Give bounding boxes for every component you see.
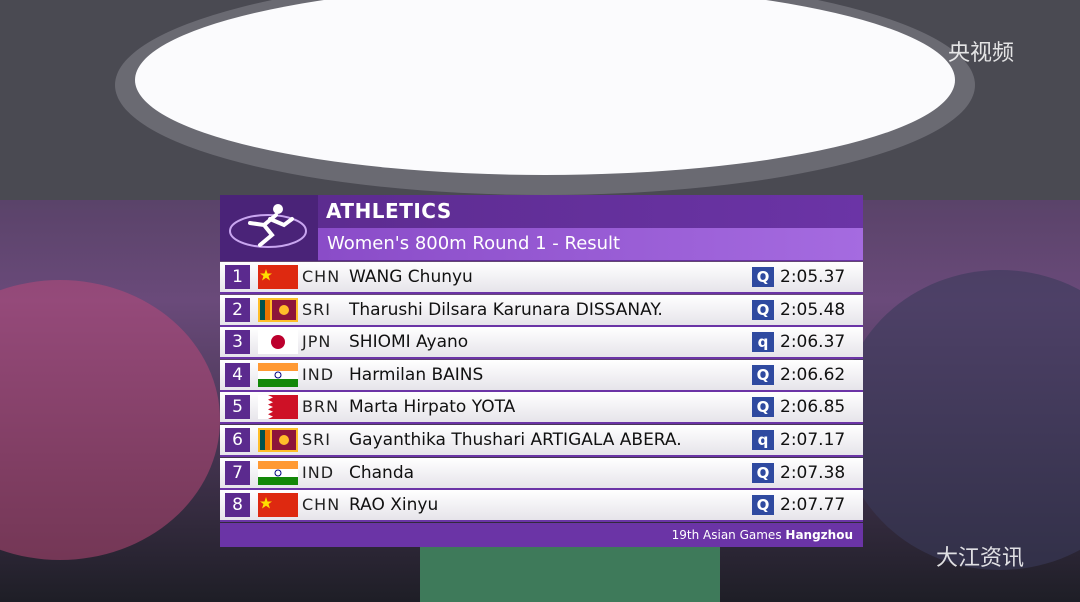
country-code: SRI [302, 430, 331, 449]
result-row: 1 CHN WANG Chunyu Q 2:05.37 [220, 262, 863, 294]
country-code: BRN [302, 397, 340, 417]
athlete-name: SHIOMI Ayano [349, 332, 469, 353]
result-row: 4 IND Harmilan BAINS Q 2:06.62 [220, 359, 863, 392]
result-time: 2:05.37 [780, 267, 846, 287]
flag-box [258, 428, 298, 456]
result-time: 2:07.77 [780, 495, 846, 516]
qualification: Q [752, 495, 774, 516]
flag-box [258, 362, 298, 391]
flag [258, 265, 298, 289]
rank: 6 [225, 428, 250, 452]
flag-box [258, 493, 298, 521]
flag [258, 460, 298, 485]
result-panel: ATHLETICS Women's 800m Round 1 - Result … [220, 195, 863, 547]
city-name: Hangzhou [785, 528, 853, 542]
qualification: Q [752, 462, 774, 483]
country-code: CHN [302, 495, 341, 515]
flag [258, 297, 298, 322]
country-code: JPN [302, 332, 332, 352]
flag [258, 330, 298, 355]
result-row: 6 SRI Gayanthika Thushari ARTIGALA ABERA. q… [220, 425, 863, 457]
flag-box [258, 297, 298, 326]
runner-icon [229, 204, 307, 248]
flag [258, 395, 298, 420]
flag [258, 362, 298, 387]
header: ATHLETICS Women's 800m Round 1 - Result [220, 195, 863, 261]
rank: 8 [225, 493, 250, 518]
rank: 7 [225, 460, 250, 485]
result-time: 2:06.37 [780, 332, 846, 353]
athlete-name: Chanda [349, 462, 415, 483]
games-name: 19th Asian Games [671, 528, 782, 542]
flag-box [258, 265, 298, 293]
qualification: Q [752, 267, 774, 287]
rank: 1 [225, 265, 250, 289]
qualification: q [752, 332, 774, 353]
flag-box [258, 460, 298, 489]
athlete-name: RAO Xinyu [349, 495, 439, 516]
qualification: Q [752, 364, 774, 385]
athlete-name: WANG Chunyu [349, 267, 473, 287]
flag [258, 428, 298, 452]
result-row: 8 CHN RAO Xinyu Q 2:07.77 [220, 490, 863, 523]
rank: 3 [225, 330, 250, 355]
flag-box [258, 395, 298, 423]
broadcaster-watermark: 央视频 [948, 41, 1015, 66]
result-time: 2:06.85 [780, 397, 846, 418]
athlete-name: Harmilan BAINS [349, 364, 484, 385]
rank: 2 [225, 297, 250, 322]
qualification: Q [752, 397, 774, 418]
result-row: 2 SRI Tharushi Dilsara Karunara DISSANAY. Q… [220, 294, 863, 327]
result-time: 2:07.38 [780, 462, 846, 483]
result-time: 2:06.62 [780, 364, 846, 385]
qualification: q [752, 430, 774, 450]
result-row: 3 JPN SHIOMI Ayano q 2:06.37 [220, 327, 863, 360]
country-code: IND [302, 462, 335, 482]
sport-title: ATHLETICS [326, 199, 452, 223]
athlete-name: Marta Hirpato YOTA [349, 397, 516, 418]
result-time: 2:05.48 [780, 299, 846, 320]
flag [258, 493, 298, 518]
athletics-logo [220, 195, 318, 261]
result-row: 5 BRN Marta Hirpato YOTA Q 2:06.85 [220, 392, 863, 425]
result-time: 2:07.17 [780, 430, 846, 450]
event-title: Women's 800m Round 1 - Result [318, 228, 863, 260]
country-code: CHN [302, 267, 341, 286]
flag-box [258, 330, 298, 358]
rank: 5 [225, 395, 250, 420]
athlete-name: Gayanthika Thushari ARTIGALA ABERA. [349, 430, 682, 450]
footer: 19th Asian Games Hangzhou [220, 523, 863, 547]
source-watermark: 大江资讯 [936, 546, 1025, 571]
qualification: Q [752, 299, 774, 320]
country-code: IND [302, 364, 335, 384]
result-row: 7 IND Chanda Q 2:07.38 [220, 457, 863, 490]
athlete-name: Tharushi Dilsara Karunara DISSANAY. [349, 299, 663, 320]
rank: 4 [225, 362, 250, 387]
country-code: SRI [302, 299, 331, 319]
